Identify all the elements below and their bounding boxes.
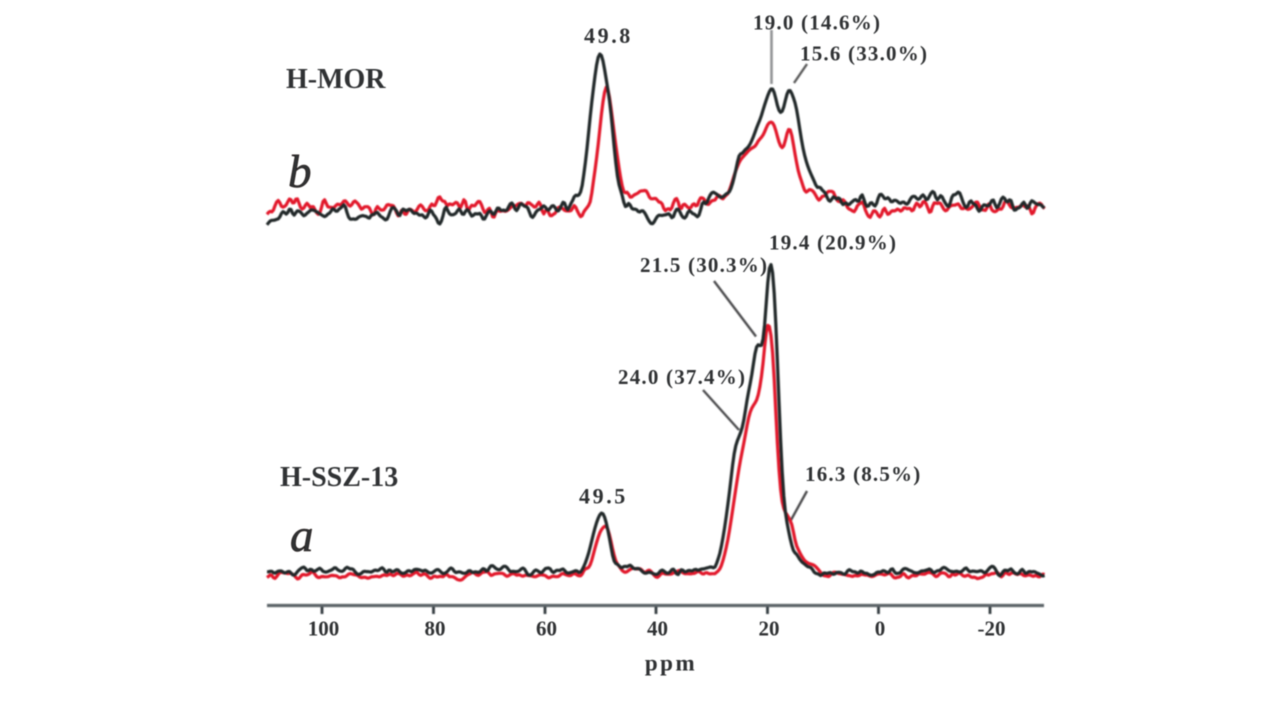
svg-text:21.5 (30.3%): 21.5 (30.3%) — [640, 253, 768, 277]
svg-text:19.4 (20.9%): 19.4 (20.9%) — [769, 231, 897, 255]
svg-text:60: 60 — [536, 617, 557, 641]
svg-text:100: 100 — [308, 617, 340, 641]
svg-text:b: b — [288, 146, 312, 198]
svg-text:19.0 (14.6%): 19.0 (14.6%) — [753, 11, 881, 35]
svg-text:49.5: 49.5 — [579, 484, 628, 509]
svg-text:24.0 (37.4%): 24.0 (37.4%) — [618, 365, 746, 389]
svg-text:40: 40 — [647, 617, 668, 641]
svg-text:15.6 (33.0%): 15.6 (33.0%) — [800, 42, 928, 66]
svg-text:H-SSZ-13: H-SSZ-13 — [280, 462, 398, 493]
svg-text:H-MOR: H-MOR — [286, 64, 386, 95]
svg-text:ppm: ppm — [645, 651, 697, 676]
svg-text:0: 0 — [875, 617, 886, 641]
svg-text:16.3 (8.5%): 16.3 (8.5%) — [805, 462, 921, 486]
svg-text:a: a — [290, 510, 314, 562]
svg-text:20: 20 — [759, 617, 780, 641]
svg-text:80: 80 — [425, 617, 446, 641]
svg-text:-20: -20 — [978, 617, 1006, 641]
svg-text:49.8: 49.8 — [584, 23, 633, 48]
